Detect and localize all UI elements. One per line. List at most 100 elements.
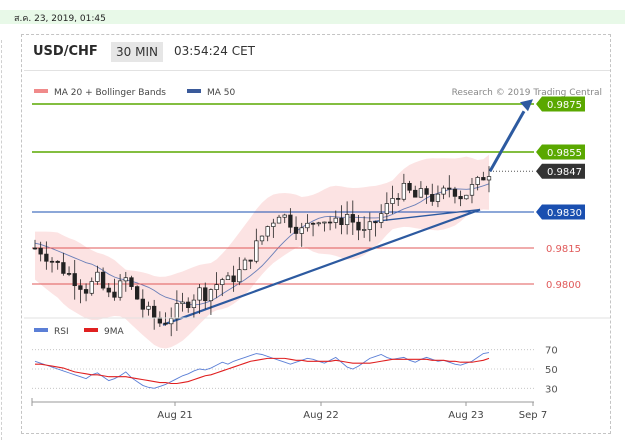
candle-body — [344, 214, 350, 226]
level-label-0.9800: 0.9800 — [546, 280, 581, 291]
currency-pair: USD/CHF — [33, 44, 98, 59]
timestamp-bar: ส.ค. 23, 2019, 01:45 — [0, 10, 625, 24]
candle-body — [106, 287, 111, 293]
level-tags: 0.9875 0.9855 0.9847 0.9830 0.9815 0.9800 — [536, 96, 585, 291]
candle-body — [49, 260, 55, 263]
level-label-0.9855: 0.9855 — [547, 148, 582, 159]
candle-body — [66, 273, 72, 275]
candle-body — [430, 194, 435, 202]
candle-body — [390, 198, 395, 204]
candle-body — [327, 221, 333, 224]
timestamp: ส.ค. 23, 2019, 01:45 — [14, 14, 106, 24]
candle-body — [152, 305, 157, 319]
candle-body — [379, 213, 384, 223]
target-arrow-head — [520, 99, 533, 112]
timeframe-badge[interactable]: 30 MIN — [111, 42, 163, 62]
candle-body — [293, 226, 299, 234]
candle-body — [44, 253, 49, 262]
candle-body — [469, 184, 475, 196]
candle-body — [38, 247, 43, 255]
rsi-tick-70: 70 — [545, 346, 558, 357]
candle-body — [95, 271, 100, 282]
level-tag-0.9875 — [536, 96, 585, 112]
candle-body — [191, 299, 197, 309]
candle-body — [464, 194, 469, 200]
level-label-0.9847: 0.9847 — [547, 167, 582, 178]
candle-body — [356, 221, 361, 231]
candle-body — [140, 298, 145, 310]
legend-label-ma50: MA 50 — [207, 88, 236, 98]
candle-body — [231, 275, 236, 283]
candle-body — [32, 247, 38, 250]
x-tick-label: Aug 23 — [448, 410, 483, 421]
candle-body — [401, 182, 407, 200]
candle-body — [220, 279, 225, 285]
candle-body — [424, 188, 429, 195]
rising-trendline — [162, 208, 481, 326]
candle-body — [186, 301, 191, 309]
legend-swatch-rsi — [34, 328, 48, 332]
candle-body — [265, 226, 270, 237]
candle-body — [214, 284, 219, 290]
legend-label-rsi: RSI — [54, 327, 69, 337]
candle-body — [310, 222, 316, 225]
candle-body — [163, 322, 168, 325]
candle-body — [180, 301, 185, 305]
candle-body — [112, 291, 117, 298]
candle-body — [367, 221, 372, 230]
header-divider — [24, 70, 610, 71]
candle-body — [78, 285, 83, 290]
level-label-0.9815: 0.9815 — [546, 244, 581, 255]
candle-body — [282, 214, 287, 218]
candle-body — [61, 262, 66, 274]
candle-body — [254, 240, 259, 262]
legend-label-9ma: 9MA — [104, 327, 124, 337]
candle-body — [174, 303, 180, 319]
rsi-9ma-line — [35, 357, 490, 385]
candle-body — [316, 222, 321, 225]
candle-body — [83, 289, 89, 294]
candle-body — [100, 271, 106, 289]
x-tick-label: Aug 22 — [303, 410, 338, 421]
candle-body — [135, 286, 140, 300]
candle-body — [276, 216, 282, 224]
candle-body — [299, 227, 304, 234]
candle-body — [288, 214, 293, 228]
candle-body — [384, 203, 389, 214]
candles — [32, 166, 492, 337]
level-tag-0.9855 — [536, 144, 585, 160]
ma50-line — [34, 183, 490, 306]
legend-swatch-ma50 — [187, 89, 201, 93]
rsi-panel: 70 50 30 — [32, 346, 558, 395]
candle-body — [237, 269, 242, 283]
legend-swatch-9ma — [84, 328, 98, 332]
candle-body — [208, 289, 214, 302]
x-tick-label: Sep 7 — [519, 410, 547, 421]
candle-body — [333, 217, 338, 223]
inner-trendline — [372, 208, 481, 223]
candle-body — [271, 222, 276, 227]
candle-body — [339, 217, 344, 226]
candle-body — [197, 287, 202, 301]
candle-body — [117, 280, 123, 298]
level-tag-0.9830 — [536, 204, 585, 220]
candle-body — [305, 222, 310, 229]
candle-body — [123, 277, 128, 282]
candle-body — [146, 305, 151, 310]
candle-body — [248, 259, 253, 262]
candle-body — [169, 318, 174, 325]
rsi-tick-30: 30 — [545, 384, 558, 395]
candle-body — [447, 187, 452, 190]
candle-body — [362, 229, 367, 231]
bollinger-fill — [35, 154, 489, 349]
candle-body — [413, 189, 418, 198]
candle-body — [203, 287, 208, 302]
level-lines — [32, 103, 534, 285]
candle-body — [72, 273, 77, 287]
candle-body — [225, 275, 231, 280]
candle-body — [481, 177, 486, 181]
candle-body — [55, 260, 60, 263]
x-ticks: Aug 21 Aug 22 Aug 23 Sep 7 — [31, 398, 547, 421]
candle-body — [418, 188, 424, 198]
candle-body — [89, 281, 94, 294]
